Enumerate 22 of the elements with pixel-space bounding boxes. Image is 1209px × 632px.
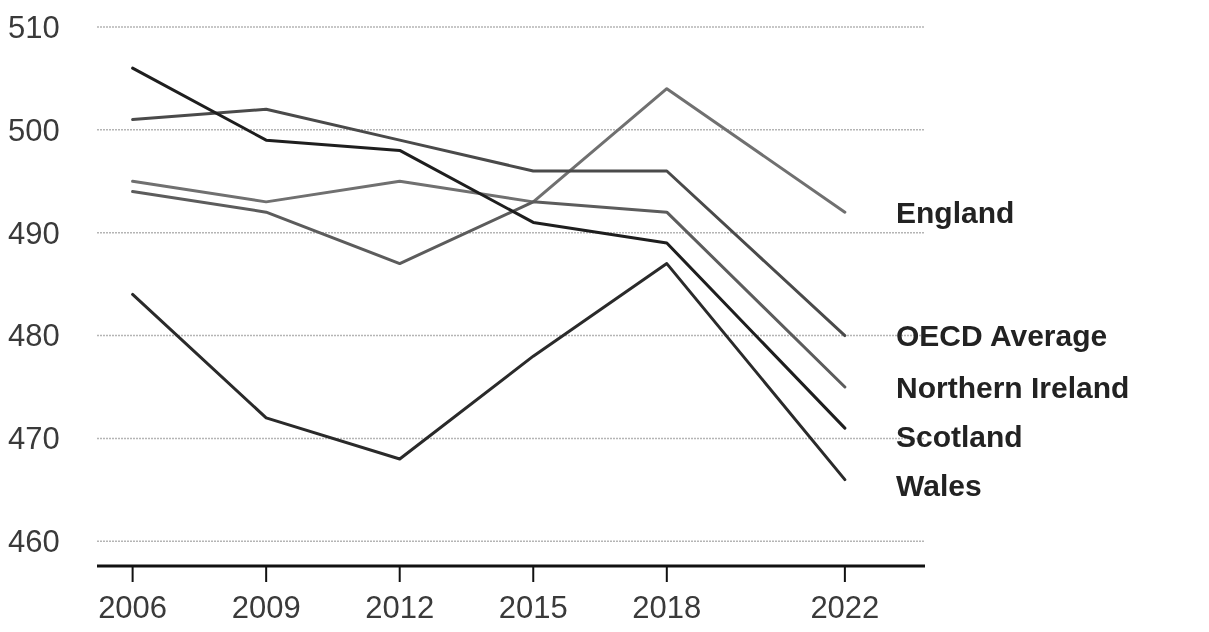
x-tick-label: 2018 bbox=[632, 590, 702, 625]
y-tick-label: 510 bbox=[8, 9, 60, 45]
line-series bbox=[131, 262, 847, 482]
x-tick-label: 2009 bbox=[231, 590, 301, 625]
y-tick-label: 480 bbox=[8, 318, 60, 354]
series-label: Northern Ireland bbox=[896, 370, 1130, 404]
line-series bbox=[131, 87, 847, 214]
x-tick-label: 2022 bbox=[810, 590, 880, 625]
y-tick-label: 500 bbox=[8, 112, 60, 148]
x-tick-label: 2006 bbox=[98, 590, 168, 625]
x-tick-label: 2015 bbox=[498, 590, 568, 625]
series-label: Scotland bbox=[896, 419, 1023, 453]
series-label: England bbox=[896, 195, 1015, 229]
x-tick-label: 2012 bbox=[365, 590, 435, 625]
y-tick-label: 460 bbox=[8, 524, 60, 560]
line-series bbox=[131, 190, 847, 389]
line-series bbox=[131, 66, 847, 430]
line-series bbox=[131, 107, 847, 338]
series-label: Wales bbox=[896, 468, 982, 502]
y-tick-label: 470 bbox=[8, 421, 60, 457]
y-tick-label: 490 bbox=[8, 215, 60, 251]
series-label: OECD Average bbox=[896, 319, 1108, 353]
